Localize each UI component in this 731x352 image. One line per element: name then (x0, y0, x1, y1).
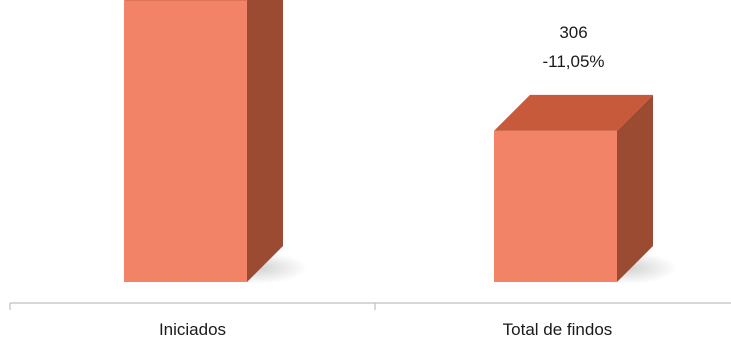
bar-top-face (494, 94, 653, 131)
bar-0 (124, 0, 247, 282)
data-label: 306 (559, 23, 587, 42)
bar-side-face (247, 0, 283, 282)
data-label: -11,05% (542, 52, 604, 71)
bar-top-face (124, 0, 248, 1)
category-label: Iniciados (159, 320, 226, 339)
bars (124, 0, 653, 282)
data-labels: 344306-11,05% (542, 23, 604, 71)
category-label: Total de findos (503, 320, 613, 339)
category-labels: Iniciados Total de findos (159, 320, 612, 339)
x-axis (9, 302, 731, 310)
bar-1 (494, 130, 617, 282)
bar-side-face (617, 94, 653, 282)
